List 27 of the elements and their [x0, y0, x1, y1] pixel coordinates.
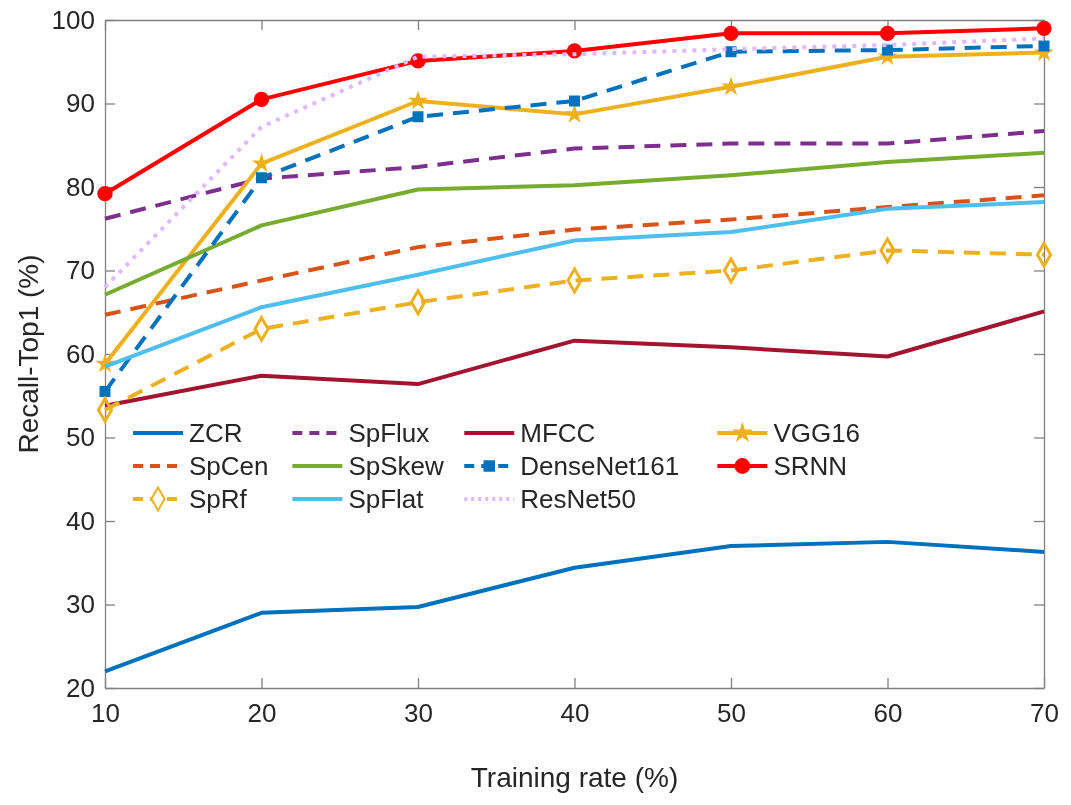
y-tick-label: 40 — [66, 505, 95, 536]
x-tick-label: 50 — [717, 698, 746, 729]
y-axis-title: Recall-Top1 (%) — [13, 254, 44, 454]
legend-label: VGG16 — [773, 418, 861, 448]
legend-label: ResNet50 — [520, 484, 636, 514]
y-tick-label: 80 — [66, 171, 95, 202]
legend-label: SRNN — [773, 451, 848, 481]
legend-label: MFCC — [520, 418, 596, 448]
legend-label: DenseNet161 — [520, 451, 680, 481]
x-tick-label: 30 — [404, 698, 433, 729]
x-tick-label: 60 — [873, 698, 903, 729]
x-tick-label: 70 — [1030, 698, 1059, 729]
legend-label: SpFlux — [348, 418, 430, 448]
y-tick-label: 100 — [51, 4, 95, 35]
x-tick-label: 20 — [247, 698, 277, 729]
x-tick-label: 40 — [560, 698, 590, 729]
y-tick-label: 70 — [66, 255, 95, 286]
legend-label: SpCen — [189, 451, 269, 481]
legend-label: SpSkew — [348, 451, 444, 481]
legend-label: SpFlat — [348, 484, 425, 514]
x-axis-title: Training rate (%) — [470, 762, 679, 793]
y-tick-label: 60 — [66, 338, 95, 369]
y-tick-label: 30 — [66, 589, 95, 620]
y-tick-label: 50 — [66, 422, 95, 453]
y-tick-label: 90 — [66, 88, 95, 119]
legend-label: SpRf — [189, 484, 248, 514]
legend-label: ZCR — [189, 418, 243, 448]
